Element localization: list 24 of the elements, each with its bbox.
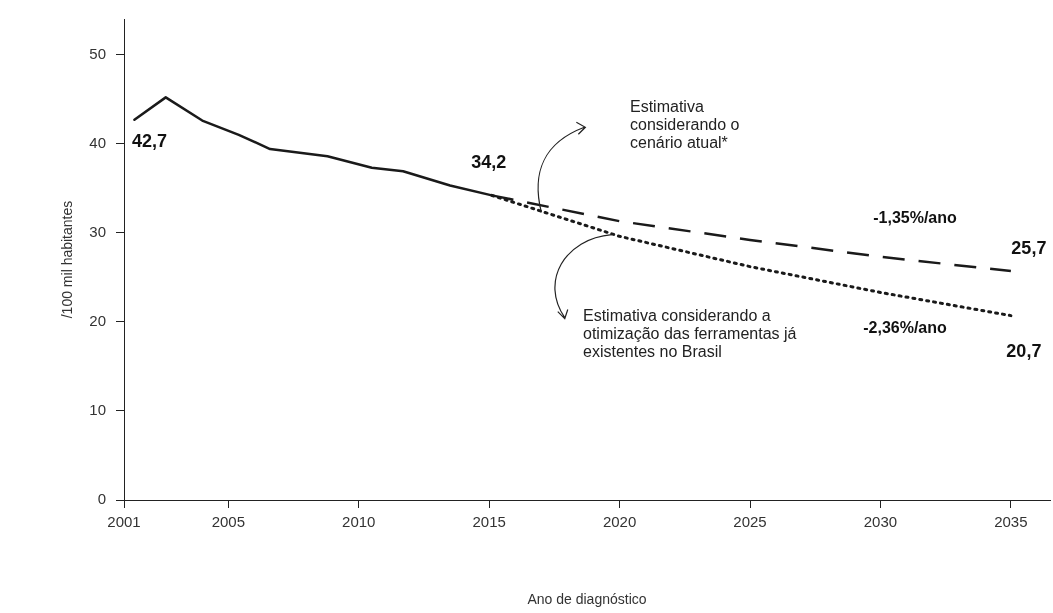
annotation: Estimativa considerando a otimização das ferramentas já existentes no Brasil: [583, 307, 798, 361]
x-tick-label: 2020: [602, 513, 637, 531]
x-tick-label: 2015: [472, 513, 506, 531]
annotation: 34,2: [471, 152, 507, 173]
x-tick-label: 2035: [994, 513, 1028, 531]
y-axis-title: /100 mil habitantes: [59, 200, 76, 319]
y-tick-label: 10: [89, 401, 106, 419]
y-tick-label: 30: [89, 222, 106, 240]
annotation: 25,7: [1011, 238, 1047, 259]
annotation: -1,35%/ano: [873, 209, 957, 227]
y-tick-label: 0: [97, 490, 106, 508]
annotation: -2,36%/ano: [863, 319, 947, 337]
annotation: Estimativa considerando o cenário atual*: [630, 98, 741, 152]
annotation: 42,7: [131, 130, 167, 151]
x-tick-label: 2025: [733, 513, 767, 531]
x-tick-label: 2010: [342, 513, 376, 531]
x-tick-label: 2001: [107, 513, 141, 531]
y-tick-label: 40: [89, 133, 106, 151]
x-axis-title: Ano de diagnóstico: [527, 591, 647, 608]
y-tick-label: 50: [89, 44, 106, 62]
x-tick-label: 2005: [211, 513, 246, 531]
x-tick-label: 2030: [863, 513, 898, 531]
annotation: 20,7: [1006, 340, 1042, 361]
y-tick-label: 20: [89, 311, 106, 329]
